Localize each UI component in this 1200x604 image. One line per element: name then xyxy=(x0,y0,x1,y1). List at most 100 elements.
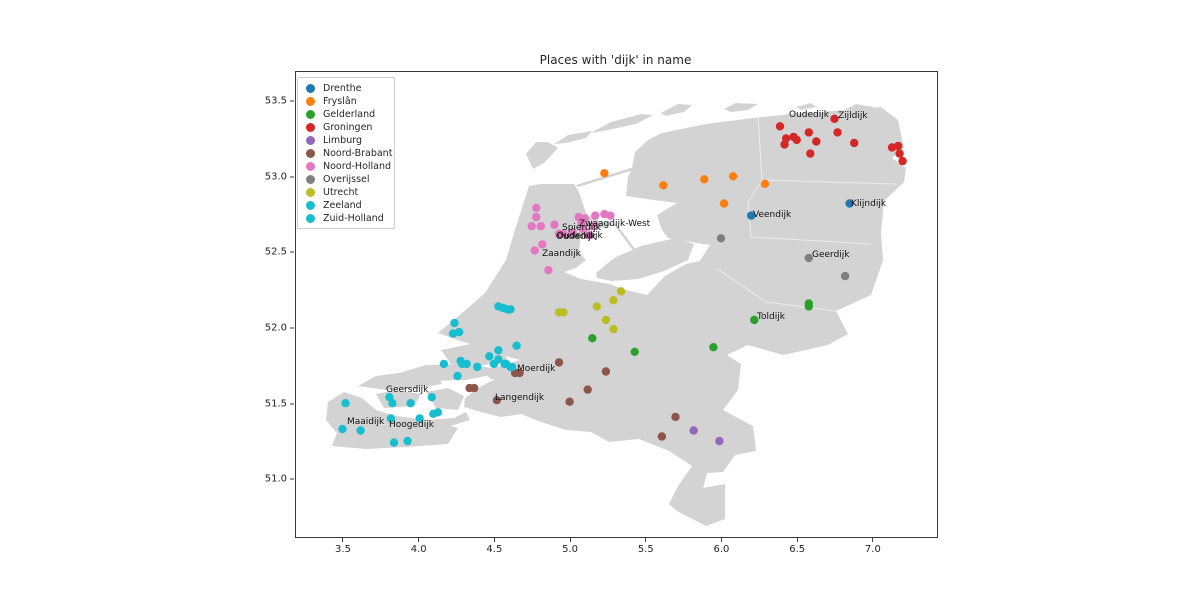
scatter-point-zuid-holland xyxy=(439,359,449,369)
scatter-point-zuid-holland xyxy=(489,359,499,369)
x-axis-tick: 5.0 xyxy=(562,538,578,555)
chart-title: Places with 'dijk' in name xyxy=(539,53,692,67)
scatter-point-limburg xyxy=(715,436,724,446)
scatter-point-zeeland xyxy=(356,426,365,435)
place-label: Zijldijk xyxy=(838,111,868,121)
scatter-point-fryslân xyxy=(700,175,709,184)
scatter-point-zuid-holland xyxy=(494,346,503,355)
scatter-point-zeeland xyxy=(406,399,415,408)
legend-item-overijssel: Overijssel xyxy=(298,173,394,186)
scatter-point-groningen xyxy=(812,137,821,146)
scatter-point-zuid-holland xyxy=(485,352,494,361)
scatter-point-noord-holland xyxy=(606,211,615,220)
y-axis-tick: 52.0 xyxy=(265,323,294,334)
legend-marker xyxy=(306,188,315,197)
scatter-point-overijssel xyxy=(804,253,813,263)
legend-item-drenthe: Drenthe xyxy=(298,82,394,95)
place-label: Oudendijk xyxy=(557,231,603,241)
legend-marker xyxy=(306,97,315,106)
legend-marker xyxy=(306,201,315,210)
scatter-point-zeeland xyxy=(389,438,399,447)
netherlands-map xyxy=(326,103,907,526)
scatter-point-utrecht xyxy=(616,287,626,296)
scatter-point-noord-holland xyxy=(550,220,559,229)
scatter-point-zuid-holland xyxy=(506,305,515,314)
scatter-point-noord-holland xyxy=(530,246,539,255)
scatter-point-zeeland xyxy=(415,414,424,423)
scatter-points-layer xyxy=(338,114,907,447)
x-axis-tick: 4.0 xyxy=(411,538,427,555)
scatter-point-groningen xyxy=(833,128,842,137)
legend-label: Utrecht xyxy=(323,187,359,198)
scatter-point-noord-brabant xyxy=(565,397,574,406)
legend-label: Overijssel xyxy=(323,174,370,185)
legend-label: Limburg xyxy=(323,135,363,146)
scatter-point-noord-brabant xyxy=(515,368,524,378)
scatter-point-groningen xyxy=(804,128,813,137)
legend-marker xyxy=(306,175,315,184)
scatter-point-zuid-holland xyxy=(453,371,462,381)
dike-lines xyxy=(576,167,637,252)
place-label: Oudedijk xyxy=(556,232,596,242)
scatter-point-zuid-holland xyxy=(457,359,467,369)
scatter-point-groningen xyxy=(792,135,801,145)
legend-label: Fryslân xyxy=(323,96,357,107)
scatter-point-noord-brabant xyxy=(492,396,502,405)
scatter-point-zeeland xyxy=(388,399,397,408)
scatter-point-noord-holland xyxy=(544,265,553,275)
scatter-point-utrecht xyxy=(609,296,618,305)
scatter-point-noord-holland xyxy=(559,229,568,238)
scatter-point-noord-holland xyxy=(536,222,545,231)
scatter-point-groningen xyxy=(895,149,904,158)
x-axis-tick: 3.5 xyxy=(335,538,351,555)
y-axis-tick: 51.5 xyxy=(265,398,294,409)
legend-label: Zeeland xyxy=(323,200,362,211)
y-axis-tick: 52.5 xyxy=(265,247,294,258)
legend-item-groningen: Groningen xyxy=(298,121,394,134)
place-label: Maaidijk xyxy=(347,417,385,427)
scatter-point-noord-brabant xyxy=(583,385,592,394)
scatter-point-gelderland xyxy=(750,315,759,325)
scatter-point-groningen xyxy=(780,140,789,149)
scatter-point-zeeland xyxy=(338,424,347,434)
scatter-point-zeeland xyxy=(403,436,412,446)
province-borders xyxy=(715,115,897,312)
scatter-point-fryslân xyxy=(760,179,770,188)
legend-item-noord-holland: Noord-Holland xyxy=(298,160,394,173)
place-label: Toldijk xyxy=(757,312,785,322)
legend-item-utrecht: Utrecht xyxy=(298,186,394,199)
place-label: Hoogedijk xyxy=(389,420,434,430)
legend-marker xyxy=(306,84,315,93)
scatter-point-zuid-holland xyxy=(448,329,458,338)
x-axis-tick: 5.5 xyxy=(638,538,654,555)
scatter-point-drenthe xyxy=(845,199,854,208)
scatter-point-gelderland xyxy=(588,334,597,343)
scatter-point-gelderland xyxy=(709,343,718,352)
scatter-point-noord-holland xyxy=(532,212,541,222)
scatter-point-noord-brabant xyxy=(601,367,611,376)
place-label: Zwaagdijk-West xyxy=(579,219,651,229)
scatter-point-gelderland xyxy=(804,302,813,311)
scatter-point-noord-brabant xyxy=(554,358,564,367)
y-axis-tick: 53.0 xyxy=(265,171,294,182)
place-label: Spierdijk xyxy=(562,223,601,233)
legend-marker xyxy=(306,123,315,132)
scatter-point-fryslân xyxy=(659,181,668,190)
scatter-point-noord-holland xyxy=(579,225,588,234)
legend-item-fryslan: Fryslân xyxy=(298,95,394,108)
legend-marker xyxy=(306,149,315,158)
scatter-point-fryslân xyxy=(728,172,738,181)
x-axis-tick: 4.5 xyxy=(486,538,502,555)
x-axis-tick: 6.5 xyxy=(789,538,805,555)
scatter-point-utrecht xyxy=(559,308,568,317)
scatter-point-groningen xyxy=(806,149,815,158)
scatter-point-zuid-holland xyxy=(473,362,482,372)
scatter-point-noord-brabant xyxy=(470,383,479,393)
place-label: Klijndijk xyxy=(851,199,887,209)
place-label: Zaandijk xyxy=(542,249,581,259)
legend-label: Zuid-Holland xyxy=(323,213,384,224)
scatter-point-zeeland xyxy=(427,393,436,402)
scatter-point-overijssel xyxy=(716,234,726,243)
scatter-point-noord-brabant xyxy=(671,412,680,422)
scatter-point-gelderland xyxy=(630,347,639,356)
